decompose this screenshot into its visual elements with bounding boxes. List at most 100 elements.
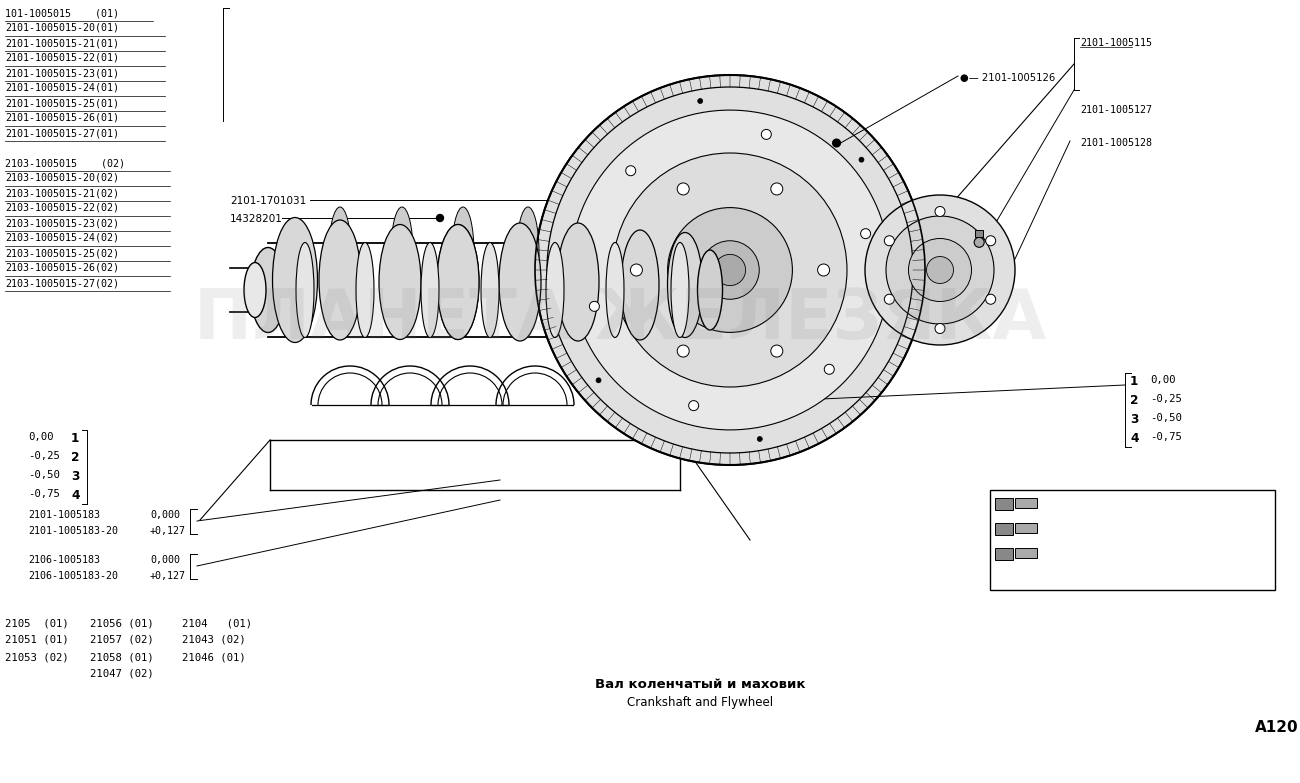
Circle shape — [536, 75, 926, 465]
Text: 2106-1005183-20: 2106-1005183-20 — [29, 571, 118, 581]
Text: 2101-1701031: 2101-1701031 — [230, 196, 307, 206]
Ellipse shape — [356, 243, 374, 337]
Circle shape — [762, 129, 771, 139]
Circle shape — [818, 264, 829, 276]
Circle shape — [935, 207, 945, 217]
Text: 2103-1005015-20(02): 2103-1005015-20(02) — [5, 173, 120, 183]
Text: 2101-1005015-23(01): 2101-1005015-23(01) — [5, 68, 120, 78]
Text: 21051 (01): 21051 (01) — [5, 635, 69, 645]
Ellipse shape — [318, 220, 361, 340]
Text: 2103-1005015-26(02): 2103-1005015-26(02) — [5, 263, 120, 273]
Text: 2101-1005128: 2101-1005128 — [1080, 138, 1152, 148]
Text: 2101-1005015-20(01): 2101-1005015-20(01) — [5, 23, 120, 33]
Circle shape — [861, 229, 871, 239]
Text: 2106-1005183: 2106-1005183 — [29, 555, 100, 565]
Bar — [994, 498, 1013, 510]
Text: 2101-1000102-23: 2101-1000102-23 — [1048, 568, 1138, 578]
Ellipse shape — [499, 223, 541, 341]
Text: 2101-1005015-21(01): 2101-1005015-21(01) — [5, 38, 120, 48]
Text: 2101-1000102-21: 2101-1000102-21 — [1048, 524, 1138, 534]
Text: ПЛАНЕТА ЖЕЛЕЗЯКА: ПЛАНЕТА ЖЕЛЕЗЯКА — [194, 287, 1046, 353]
Text: 4: 4 — [72, 489, 79, 502]
Circle shape — [974, 237, 984, 247]
Text: 0,000: 0,000 — [150, 555, 179, 565]
Bar — [994, 523, 1013, 535]
Text: -0,50: -0,50 — [1150, 413, 1182, 423]
Ellipse shape — [517, 207, 539, 297]
Circle shape — [437, 215, 443, 222]
Circle shape — [595, 378, 601, 383]
Text: А120: А120 — [1254, 720, 1299, 735]
Circle shape — [909, 239, 971, 301]
Text: 1: 1 — [72, 432, 79, 445]
Circle shape — [864, 195, 1015, 345]
Circle shape — [614, 153, 848, 387]
Text: 3: 3 — [72, 470, 79, 483]
Circle shape — [677, 183, 689, 195]
Text: 0,000: 0,000 — [150, 510, 179, 520]
Ellipse shape — [244, 262, 266, 317]
Bar — [1015, 498, 1037, 508]
Text: 2103-1005015-25(02): 2103-1005015-25(02) — [5, 248, 120, 258]
Ellipse shape — [251, 247, 286, 333]
Text: 2101-1005183: 2101-1005183 — [29, 510, 100, 520]
Ellipse shape — [380, 225, 421, 340]
Ellipse shape — [296, 243, 315, 337]
Text: 14328201: 14328201 — [230, 214, 283, 224]
Ellipse shape — [421, 243, 439, 337]
Bar — [975, 230, 983, 237]
Ellipse shape — [671, 243, 689, 337]
Circle shape — [589, 301, 599, 312]
Text: = 3: = 3 — [1243, 546, 1264, 556]
Circle shape — [689, 401, 698, 410]
Circle shape — [859, 157, 865, 162]
Text: 2103-1005015-24(02): 2103-1005015-24(02) — [5, 233, 120, 243]
Ellipse shape — [437, 225, 478, 340]
Text: 21046 (01): 21046 (01) — [182, 652, 246, 662]
Text: 2101-1005127: 2101-1005127 — [1080, 105, 1152, 115]
Text: 2: 2 — [72, 451, 79, 464]
Ellipse shape — [391, 207, 413, 297]
Circle shape — [677, 345, 689, 357]
Bar — [1015, 523, 1037, 533]
Text: ●— 2101-1005126: ●— 2101-1005126 — [959, 73, 1056, 83]
Text: -0,50: -0,50 — [29, 470, 60, 480]
Text: -0,75: -0,75 — [29, 489, 60, 499]
Text: +0,127: +0,127 — [150, 571, 186, 581]
Circle shape — [571, 110, 891, 430]
Text: Вал коленчатый и маховик: Вал коленчатый и маховик — [595, 678, 805, 691]
Circle shape — [758, 436, 762, 442]
Text: 2103-1005015-21(02): 2103-1005015-21(02) — [5, 188, 120, 198]
Bar — [994, 548, 1013, 560]
Ellipse shape — [481, 243, 499, 337]
Text: 2103-1005015-22(02): 2103-1005015-22(02) — [5, 203, 120, 213]
Text: 21053 (02): 21053 (02) — [5, 652, 69, 662]
Ellipse shape — [329, 207, 351, 297]
Circle shape — [630, 264, 642, 276]
Text: 101-1005015    (01): 101-1005015 (01) — [5, 8, 120, 18]
Ellipse shape — [698, 250, 723, 330]
Text: 2: 2 — [1130, 394, 1139, 407]
Ellipse shape — [621, 230, 659, 340]
Text: 2101-1005015-24(01): 2101-1005015-24(01) — [5, 83, 120, 93]
Bar — [1015, 548, 1037, 558]
Text: -0,25: -0,25 — [1150, 394, 1182, 404]
Circle shape — [701, 240, 759, 299]
Text: 2101-1005015-27(01): 2101-1005015-27(01) — [5, 128, 120, 138]
Ellipse shape — [273, 218, 317, 342]
Text: 21043 (02): 21043 (02) — [182, 635, 246, 645]
Text: 21047 (02): 21047 (02) — [90, 669, 153, 679]
Text: 2101-1005015-25(01): 2101-1005015-25(01) — [5, 98, 120, 108]
Text: 2101-1005015-22(01): 2101-1005015-22(01) — [5, 53, 120, 63]
Ellipse shape — [452, 207, 474, 297]
Text: 21058 (01): 21058 (01) — [90, 652, 153, 662]
Text: = 2: = 2 — [1243, 524, 1264, 534]
Text: 4: 4 — [1130, 432, 1139, 445]
Text: 2101-1005015-26(01): 2101-1005015-26(01) — [5, 113, 120, 123]
Circle shape — [884, 294, 894, 305]
Text: 0,00: 0,00 — [29, 432, 53, 442]
Circle shape — [715, 254, 746, 286]
Text: -0,75: -0,75 — [1150, 432, 1182, 442]
Circle shape — [771, 345, 783, 357]
Circle shape — [625, 166, 636, 175]
